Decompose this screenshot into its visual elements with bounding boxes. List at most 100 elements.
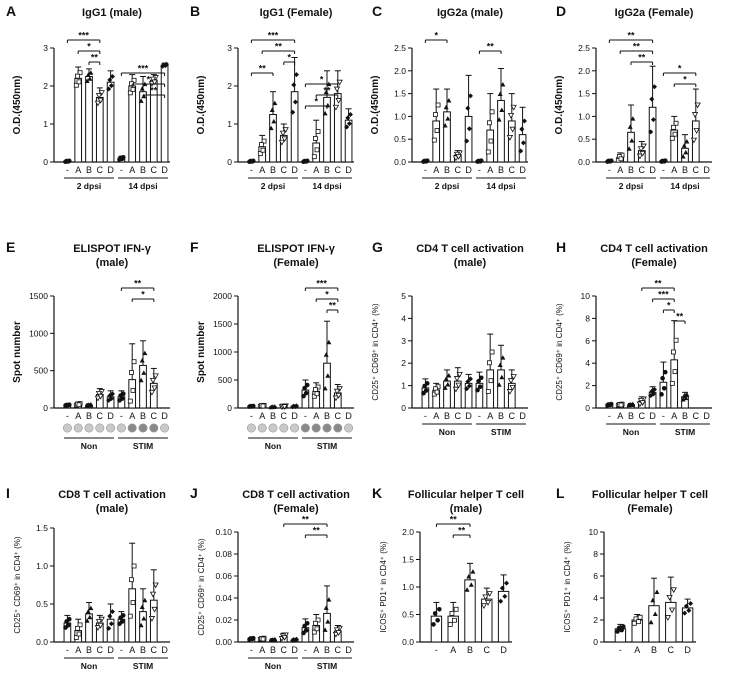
- y-tick-label: 2: [43, 81, 48, 91]
- data-point: [74, 625, 80, 631]
- y-tick-label: 1.0: [578, 111, 590, 121]
- data-point: [626, 146, 632, 151]
- data-point: [499, 107, 505, 113]
- data-point: [139, 86, 145, 91]
- x-tick-label: A: [259, 645, 265, 655]
- data-point: [85, 72, 91, 77]
- x-tick-label: D: [161, 645, 168, 655]
- data-point: [151, 385, 158, 392]
- y-tick-label: 6: [585, 336, 590, 346]
- data-point: [661, 385, 667, 391]
- y-tick-label: 4: [401, 313, 406, 323]
- x-tick-label: D: [703, 411, 710, 421]
- data-point: [315, 384, 321, 390]
- bar: [149, 599, 158, 643]
- data-point: [138, 622, 144, 628]
- data-point: [76, 631, 82, 637]
- x-tick-label: -: [120, 411, 123, 421]
- data-point: [65, 622, 71, 628]
- data-point: [260, 636, 266, 642]
- y-tick-label: 0.06: [215, 571, 232, 581]
- panel-label: D: [556, 3, 566, 19]
- y-tick-label: 4: [585, 358, 590, 368]
- data-point: [486, 591, 493, 597]
- chart-panel-D: D IgG2a (Female) O.D.(450nm) 0.0 0.5 1.0 1.5 2.…: [554, 3, 712, 191]
- x-tick-label: -: [304, 645, 307, 655]
- data-point: [475, 387, 480, 393]
- data-point: [152, 373, 159, 380]
- x-tick-label: D: [161, 165, 168, 175]
- data-point: [322, 385, 328, 391]
- data-point: [485, 149, 491, 155]
- data-point: [332, 631, 340, 638]
- data-point: [148, 616, 156, 622]
- elispot-well: [95, 423, 105, 433]
- data-point: [680, 396, 686, 402]
- data-point: [333, 86, 341, 93]
- data-point: [488, 378, 494, 384]
- y-tick-label: 8: [593, 549, 598, 559]
- y-tick-label: 0.10: [215, 527, 232, 537]
- data-point: [504, 580, 510, 586]
- y-tick-label: 0.5: [394, 134, 406, 144]
- elispot-well: [106, 423, 116, 433]
- x-tick-label: A: [671, 411, 677, 421]
- chart-title: IgG2a (male): [437, 7, 503, 19]
- x-tick-label: -: [608, 411, 611, 421]
- significance-label: **: [329, 301, 337, 311]
- data-point: [680, 154, 686, 159]
- x-tick-label: -: [250, 411, 253, 421]
- data-point: [520, 140, 526, 146]
- data-point: [500, 355, 506, 360]
- x-tick-label: B: [140, 411, 146, 421]
- chart-subtitle: (male): [96, 257, 129, 269]
- chart-panel-E: E ELISPOT IFN-γ (male) Spot number 0 500 1000 1…: [6, 239, 170, 451]
- data-point: [311, 393, 317, 399]
- x-tick-label: C: [509, 411, 516, 421]
- x-tick-label: D: [291, 411, 298, 421]
- y-tick-label: 0: [593, 637, 598, 647]
- data-point: [142, 350, 148, 356]
- chart-panel-F: F ELISPOT IFN-γ (Female) Spot number 0 500 100…: [190, 239, 354, 451]
- x-tick-label: A: [313, 165, 319, 175]
- data-point: [465, 105, 471, 111]
- x-tick-label: -: [250, 165, 253, 175]
- data-point: [149, 76, 157, 83]
- data-point: [249, 159, 255, 164]
- x-tick-label: A: [259, 411, 265, 421]
- data-point: [502, 593, 508, 599]
- data-point: [141, 615, 147, 621]
- data-point: [139, 604, 145, 610]
- x-tick-label: C: [693, 165, 700, 175]
- chart-subtitle: (Female): [273, 503, 319, 515]
- significance-label: **: [323, 86, 331, 96]
- data-point: [673, 337, 679, 343]
- elispot-well: [62, 423, 72, 433]
- group-label: Non: [81, 661, 98, 671]
- data-point: [84, 618, 90, 623]
- data-point: [95, 619, 103, 625]
- data-point: [315, 617, 321, 623]
- data-point: [269, 107, 275, 112]
- chart-title: IgG1 (male): [82, 7, 142, 19]
- bar: [486, 129, 495, 163]
- bar: [95, 96, 104, 163]
- elispot-well: [344, 423, 354, 433]
- data-point: [109, 74, 115, 79]
- y-tick-label: 0.00: [215, 637, 232, 647]
- data-point: [130, 87, 136, 92]
- data-point: [607, 159, 613, 164]
- data-point: [629, 402, 635, 407]
- panel-label: H: [556, 239, 566, 255]
- elispot-well: [73, 423, 83, 433]
- data-point: [688, 601, 694, 606]
- bar: [128, 85, 137, 163]
- x-tick-label: D: [345, 411, 352, 421]
- data-point: [128, 370, 134, 375]
- data-point: [650, 597, 656, 603]
- y-tick-label: 0.02: [215, 615, 232, 625]
- significance-label: *: [325, 290, 329, 300]
- x-tick-label: B: [682, 411, 688, 421]
- data-point: [453, 376, 461, 382]
